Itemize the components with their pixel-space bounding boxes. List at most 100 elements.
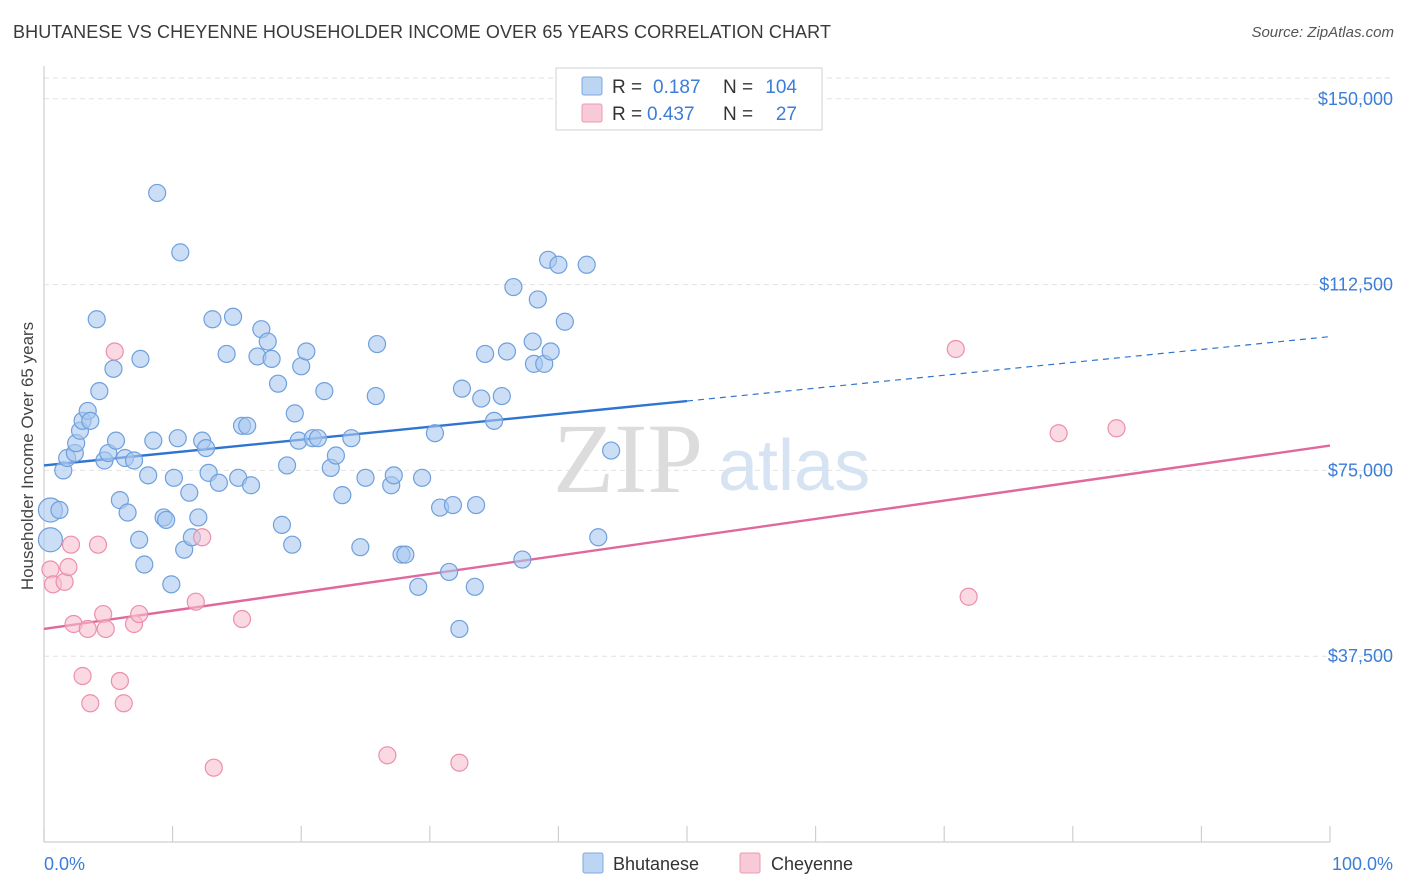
point-bhutanese-1 xyxy=(37,527,64,553)
point-bhutanese-94 xyxy=(528,290,547,309)
x-tick-max: 100.0% xyxy=(1332,854,1393,874)
point-bhutanese-24 xyxy=(139,466,158,485)
point-cheyenne-11 xyxy=(96,619,115,639)
legend-swatch-bhutanese xyxy=(581,76,603,96)
point-bhutanese-89 xyxy=(497,342,517,361)
point-bhutanese-21 xyxy=(130,530,149,549)
point-bhutanese-80 xyxy=(443,495,463,515)
point-bhutanese-26 xyxy=(148,183,167,203)
point-bhutanese-85 xyxy=(472,389,491,408)
point-bhutanese-16 xyxy=(106,431,126,450)
point-bhutanese-55 xyxy=(283,535,302,554)
point-cheyenne-21 xyxy=(378,746,397,765)
point-cheyenne-25 xyxy=(1049,424,1068,443)
point-bhutanese-87 xyxy=(485,411,504,430)
point-cheyenne-17 xyxy=(186,592,205,611)
point-bhutanese-91 xyxy=(513,550,532,569)
trend-line-bhutanese-extension xyxy=(686,336,1331,402)
bottom-legend-bhutanese: Bhutanese xyxy=(613,854,699,874)
bottom-legend: Bhutanese Cheyenne xyxy=(582,852,853,874)
point-cheyenne-10 xyxy=(94,604,113,624)
point-cheyenne-7 xyxy=(78,619,97,639)
point-bhutanese-50 xyxy=(258,332,277,351)
point-cheyenne-20 xyxy=(232,609,252,629)
point-bhutanese-92 xyxy=(523,332,542,351)
point-bhutanese-86 xyxy=(475,344,495,364)
point-bhutanese-69 xyxy=(366,386,385,406)
point-bhutanese-98 xyxy=(549,255,568,274)
watermark: ZIP atlas xyxy=(553,403,870,514)
legend-r-value-2: 0.437 xyxy=(647,104,695,125)
point-bhutanese-41 xyxy=(209,473,228,492)
point-cheyenne-19 xyxy=(204,758,223,777)
point-bhutanese-19 xyxy=(118,503,137,522)
point-cheyenne-18 xyxy=(193,528,212,547)
point-bhutanese-100 xyxy=(577,255,596,274)
point-bhutanese-81 xyxy=(450,619,469,639)
y-tick-label-0: $37,500 xyxy=(1328,646,1393,666)
bottom-legend-swatch-cheyenne xyxy=(739,852,761,874)
point-bhutanese-43 xyxy=(223,307,243,326)
point-bhutanese-64 xyxy=(326,446,346,465)
x-tick-min: 0.0% xyxy=(44,854,85,874)
point-bhutanese-99 xyxy=(555,312,574,331)
point-cheyenne-4 xyxy=(61,535,81,554)
y-tick-label-1: $75,000 xyxy=(1328,460,1393,480)
y-tick-labels: $37,500 $75,000 $112,500 $150,000 xyxy=(1318,89,1393,666)
point-bhutanese-36 xyxy=(189,508,208,527)
y-tick-label-2: $112,500 xyxy=(1319,275,1393,295)
point-cheyenne-8 xyxy=(81,694,100,713)
chart-source: Source: ZipAtlas.com xyxy=(1251,24,1394,41)
watermark-zip: ZIP xyxy=(553,403,703,514)
point-cheyenne-6 xyxy=(73,666,92,686)
point-bhutanese-88 xyxy=(492,386,511,406)
trend-line-cheyenne xyxy=(43,444,1331,631)
point-bhutanese-82 xyxy=(452,379,472,398)
point-bhutanese-79 xyxy=(439,562,459,582)
chart-title: BHUTANESE VS CHEYENNE HOUSEHOLDER INCOME… xyxy=(13,22,832,42)
point-cheyenne-14 xyxy=(114,694,133,713)
point-bhutanese-22 xyxy=(131,349,150,369)
point-bhutanese-12 xyxy=(90,382,109,401)
bottom-legend-swatch-bhutanese xyxy=(582,852,604,874)
legend-r-label-1: R = xyxy=(612,77,642,98)
watermark-atlas: atlas xyxy=(718,426,870,506)
point-bhutanese-61 xyxy=(308,429,328,448)
point-cheyenne-16 xyxy=(130,604,149,624)
legend-box: R = 0.187 N = 104 R = 0.437 N = 27 xyxy=(555,67,823,131)
point-bhutanese-62 xyxy=(315,382,334,401)
point-cheyenne-23 xyxy=(946,339,965,359)
point-bhutanese-10 xyxy=(81,411,100,430)
point-bhutanese-42 xyxy=(217,344,236,364)
point-bhutanese-34 xyxy=(180,483,199,502)
point-bhutanese-38 xyxy=(196,438,216,458)
legend-swatch-cheyenne xyxy=(581,103,603,123)
bottom-legend-cheyenne: Cheyenne xyxy=(771,854,853,874)
point-bhutanese-51 xyxy=(262,349,281,369)
point-bhutanese-28 xyxy=(157,510,176,530)
point-bhutanese-31 xyxy=(168,429,187,448)
point-bhutanese-53 xyxy=(272,515,292,534)
grid-lines xyxy=(44,77,1394,657)
point-cheyenne-2 xyxy=(55,572,74,591)
point-bhutanese-32 xyxy=(171,243,190,262)
point-bhutanese-20 xyxy=(124,451,144,470)
legend-n-label-1: N = xyxy=(723,77,753,98)
point-bhutanese-97 xyxy=(541,342,560,361)
point-cheyenne-9 xyxy=(88,535,108,554)
legend-r-label-2: R = xyxy=(612,104,642,125)
point-cheyenne-13 xyxy=(110,671,129,691)
point-cheyenne-22 xyxy=(450,753,469,772)
point-bhutanese-11 xyxy=(87,310,106,329)
point-cheyenne-26 xyxy=(1107,419,1126,438)
point-bhutanese-15 xyxy=(104,359,123,378)
point-bhutanese-23 xyxy=(135,555,154,574)
data-points xyxy=(37,183,1126,777)
point-bhutanese-67 xyxy=(351,538,370,557)
point-bhutanese-70 xyxy=(367,334,387,354)
point-bhutanese-77 xyxy=(425,424,445,443)
point-bhutanese-25 xyxy=(144,431,163,450)
point-bhutanese-75 xyxy=(409,577,428,596)
point-bhutanese-74 xyxy=(396,545,415,564)
axes xyxy=(43,66,1331,843)
